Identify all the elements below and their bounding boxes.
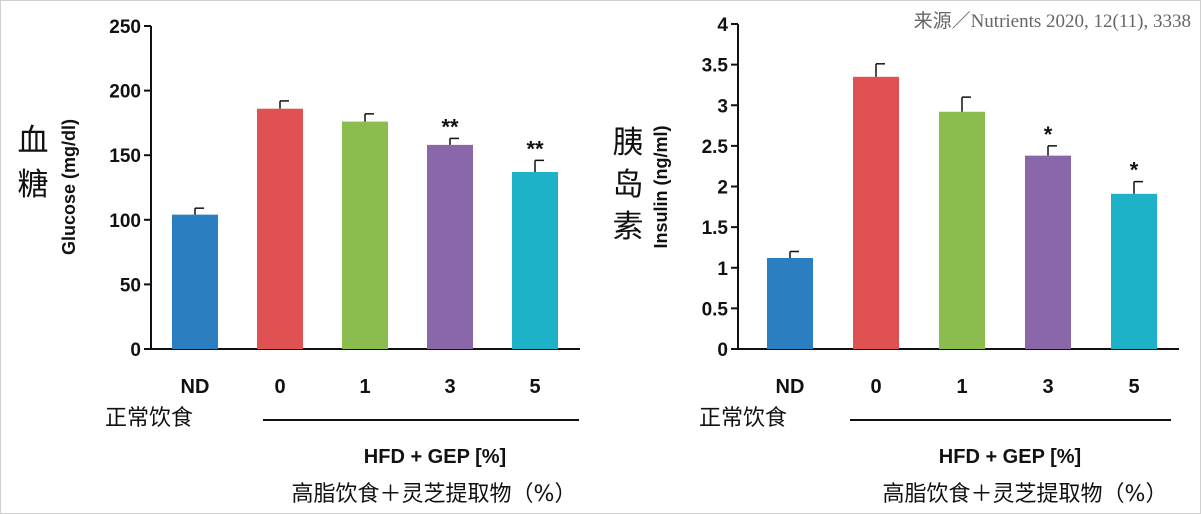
glucose-y-axis-label: Glucose (mg/dl): [59, 119, 79, 255]
glucose-y-tick-label: 200: [109, 82, 141, 103]
glucose-y-tick-label: 250: [109, 17, 141, 38]
insulin-category-label: 3: [1042, 376, 1053, 398]
glucose-bar-5: [512, 171, 558, 349]
glucose-bar-0: [257, 108, 303, 349]
insulin-bar-0: [853, 76, 899, 349]
insulin-y-tick-label: 3.5: [702, 56, 729, 77]
insulin-significance-marker: *: [1044, 122, 1053, 147]
insulin-y-axis-label-cn: 胰: [613, 125, 644, 161]
insulin-group-label-cn: 高脂饮食＋灵芝提取物（%）: [883, 482, 1168, 507]
glucose-bar-3: [427, 144, 473, 349]
glucose-category-label: 0: [274, 376, 285, 398]
glucose-category-label: 3: [444, 376, 455, 398]
insulin-y-tick-label: 1.5: [702, 218, 729, 239]
glucose-bar-1: [342, 121, 388, 349]
source-note: 来源／Nutrients 2020, 12(11), 3338: [914, 10, 1191, 32]
glucose-control-label: 正常饮食: [105, 406, 193, 431]
glucose-bar-ND: [172, 214, 218, 349]
glucose-group-label-cn: 高脂饮食＋灵芝提取物（%）: [292, 482, 577, 507]
glucose-category-label: 1: [359, 376, 370, 398]
insulin-y-tick-label: 2.5: [702, 137, 729, 158]
glucose-significance-marker: **: [441, 114, 459, 139]
insulin-bar-ND: [767, 258, 813, 349]
insulin-y-tick-label: 2: [717, 178, 728, 199]
insulin-category-label: 0: [870, 376, 881, 398]
insulin-significance-marker: *: [1130, 158, 1139, 183]
insulin-y-axis-label-cn: 岛: [613, 167, 644, 203]
insulin-bar-5: [1111, 193, 1157, 349]
glucose-significance-marker: **: [526, 136, 544, 161]
insulin-category-label: 5: [1128, 376, 1139, 398]
glucose-y-tick-label: 150: [109, 146, 141, 167]
glucose-chart: 0 50 100 150 200 250 ND 0 1 ** 3 ** 5 Glucose (mg/dl)…: [18, 17, 580, 507]
glucose-y-axis-label-cn: 血: [18, 123, 49, 159]
glucose-y-tick-label: 0: [130, 340, 141, 361]
glucose-group-label: HFD + GEP [%]: [364, 446, 506, 468]
insulin-y-axis-label: Insulin (ng/ml): [651, 126, 671, 249]
insulin-y-tick-label: 3: [717, 96, 728, 117]
glucose-y-tick-label: 100: [109, 211, 141, 232]
insulin-y-tick-label: 0.5: [702, 299, 729, 320]
insulin-y-tick-label: 4: [717, 15, 728, 36]
insulin-control-label: 正常饮食: [699, 406, 787, 431]
insulin-category-label: ND: [776, 376, 805, 398]
glucose-y-axis-label-cn: 糖: [18, 167, 49, 203]
insulin-y-tick-label: 0: [717, 340, 728, 361]
insulin-category-label: 1: [956, 376, 967, 398]
glucose-y-tick-label: 50: [120, 275, 141, 296]
insulin-bar-3: [1025, 155, 1071, 349]
glucose-category-label: ND: [181, 376, 210, 398]
insulin-y-tick-label: 1: [717, 259, 728, 280]
insulin-group-label: HFD + GEP [%]: [939, 446, 1081, 468]
insulin-y-axis-label-cn: 素: [613, 209, 644, 245]
insulin-chart: 0 0.5 1 1.5 2 2.5 3 3.5 4 ND 0 1 * 3 * 5 Insulin (ng/ml)…: [613, 15, 1179, 507]
insulin-bar-1: [939, 111, 985, 349]
glucose-category-label: 5: [529, 376, 540, 398]
